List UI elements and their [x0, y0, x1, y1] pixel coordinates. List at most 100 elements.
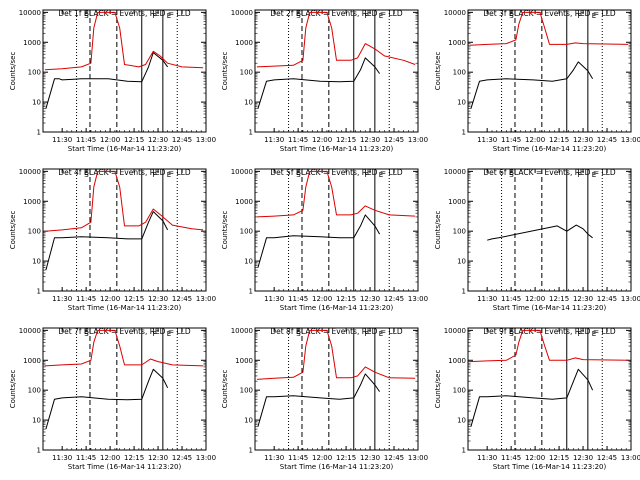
x-tick-label: 12:00: [312, 454, 332, 462]
x-tick-label: 12:15: [124, 136, 144, 144]
x-tick-label: 12:15: [336, 295, 356, 303]
x-axis-label: Start Time (16-Mar-14 11:23:20): [280, 304, 394, 312]
panel-title: Det 1f BLACK = Events, RED = LLD: [58, 9, 191, 18]
x-tick-label: 12:45: [384, 454, 404, 462]
y-tick-label: 1000: [448, 39, 466, 47]
x-tick-label: 11:45: [501, 295, 521, 303]
y-tick-label: 100: [453, 69, 466, 77]
marker-e: E: [379, 12, 383, 20]
y-tick-label: 1000: [235, 198, 253, 206]
x-tick-label: 12:45: [172, 136, 192, 144]
x-tick-label: 11:30: [52, 454, 72, 462]
x-tick-label: 12:00: [525, 136, 545, 144]
marker-s: S: [509, 330, 514, 338]
plot-frame: [467, 327, 632, 451]
series-events: [257, 373, 381, 427]
x-tick-label: 13:00: [196, 454, 216, 462]
x-tick-label: 11:30: [52, 295, 72, 303]
panel-det-2f: Det 2f BLACK = Events, RED = LLD 11:30 11:…: [221, 9, 428, 153]
y-tick-label: 10: [244, 417, 253, 425]
series-lld: [469, 11, 629, 46]
series-lld: [44, 170, 204, 232]
panel-det-9f: Det 9f BLACK = Events, RED = LLD 11:30 11:…: [434, 327, 640, 471]
y-axis-label: Counts/sec: [434, 52, 442, 91]
marker-f: F: [364, 12, 368, 20]
x-tick-label: 11:45: [76, 136, 96, 144]
marker-f: F: [152, 171, 156, 179]
panel-title: Det 2f BLACK = Events, RED = LLD: [270, 9, 403, 18]
marker-f: F: [152, 330, 156, 338]
panel-det-6f: Det 6f BLACK = Events, RED = LLD 11:30 11:…: [434, 168, 640, 312]
x-tick-label: 12:00: [312, 136, 332, 144]
marker-s: S: [509, 171, 514, 179]
marker-f: F: [577, 330, 581, 338]
plot-frame: [42, 168, 207, 292]
y-tick-label: 10000: [19, 9, 41, 17]
panel-det-1f: Det 1f BLACK = Events, RED = LLD 11:30 11:…: [9, 9, 216, 153]
x-tick-label: 12:45: [597, 136, 617, 144]
series-lld: [469, 329, 629, 363]
x-tick-label: 12:45: [172, 295, 192, 303]
x-axis-label: Start Time (16-Mar-14 11:23:20): [493, 145, 607, 153]
x-tick-label: 13:00: [196, 136, 216, 144]
x-tick-label: 12:45: [384, 136, 404, 144]
y-tick-label: 10000: [19, 327, 41, 335]
y-axis-label: Counts/sec: [434, 211, 442, 250]
plot-frame: [254, 168, 419, 292]
series-events: [45, 211, 169, 271]
y-tick-label: 10000: [444, 9, 466, 17]
x-tick-label: 12:30: [360, 454, 380, 462]
panel-title: Det 7f BLACK = Events, RED = LLD: [58, 327, 191, 336]
x-tick-label: 13:00: [196, 295, 216, 303]
x-tick-label: 12:45: [597, 295, 617, 303]
x-tick-label: 12:15: [549, 295, 569, 303]
panel-title: Det 6f BLACK = Events, RED = LLD: [483, 168, 616, 177]
marker-f: F: [577, 12, 581, 20]
series-events: [470, 368, 594, 427]
marker-f: F: [364, 171, 368, 179]
x-tick-label: 11:30: [477, 295, 497, 303]
marker-e: E: [379, 171, 383, 179]
x-tick-label: 12:30: [360, 295, 380, 303]
plot-frame: [42, 9, 207, 133]
x-tick-label: 12:30: [148, 136, 168, 144]
y-tick-label: 10: [32, 99, 41, 107]
x-tick-label: 12:15: [336, 136, 356, 144]
marker-e: E: [592, 330, 596, 338]
x-tick-label: 12:30: [148, 454, 168, 462]
panel-det-4f: Det 4f BLACK = Events, RED = LLD 11:30 11:…: [9, 168, 216, 312]
plot-frame: [467, 9, 632, 133]
series-lld: [256, 329, 416, 380]
x-axis-label: Start Time (16-Mar-14 11:23:20): [68, 463, 182, 471]
panel-title: Det 5f BLACK = Events, RED = LLD: [270, 168, 403, 177]
series-lld: [44, 329, 204, 367]
y-tick-label: 1: [249, 447, 253, 455]
y-tick-label: 1: [249, 288, 253, 296]
series-lld: [256, 170, 416, 218]
y-axis-label: Counts/sec: [9, 52, 17, 91]
y-tick-label: 100: [28, 387, 41, 395]
x-tick-label: 11:45: [76, 454, 96, 462]
x-tick-label: 11:30: [264, 454, 284, 462]
y-tick-label: 10000: [444, 327, 466, 335]
y-tick-label: 100: [453, 387, 466, 395]
x-axis-label: Start Time (16-Mar-14 11:23:20): [280, 145, 394, 153]
x-axis-label: Start Time (16-Mar-14 11:23:20): [68, 304, 182, 312]
y-tick-label: 10: [457, 258, 466, 266]
x-tick-label: 13:00: [408, 136, 428, 144]
plot-frame: [42, 327, 207, 451]
y-axis-label: Counts/sec: [9, 211, 17, 250]
y-axis-label: Counts/sec: [434, 370, 442, 409]
y-tick-label: 10000: [444, 168, 466, 176]
plot-frame: [254, 327, 419, 451]
y-tick-label: 10000: [231, 327, 253, 335]
x-tick-label: 13:00: [408, 454, 428, 462]
x-tick-label: 12:00: [312, 295, 332, 303]
x-tick-label: 12:30: [360, 136, 380, 144]
y-tick-label: 1: [249, 129, 253, 137]
y-tick-label: 10: [32, 417, 41, 425]
x-tick-label: 12:45: [597, 454, 617, 462]
x-tick-label: 12:00: [525, 295, 545, 303]
marker-s: S: [84, 12, 89, 20]
